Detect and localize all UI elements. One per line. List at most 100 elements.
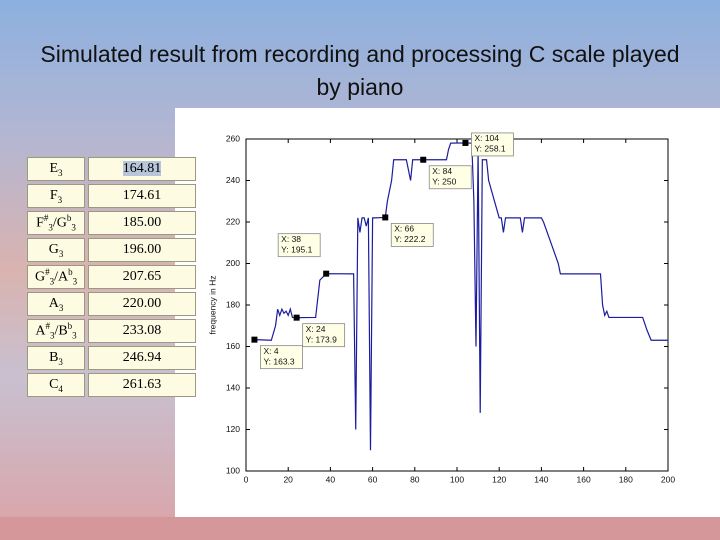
x-tick-label: 140 <box>534 474 548 484</box>
table-row: E3 164.81 <box>27 157 196 181</box>
datatip-box <box>260 345 303 370</box>
y-tick-label: 140 <box>226 382 240 392</box>
note-cell: C4 <box>27 373 85 397</box>
note-name: A <box>35 323 46 339</box>
table-row: A#3/Bb3 233.08 <box>27 319 196 343</box>
accidental: b <box>68 267 73 278</box>
octave: 4 <box>58 383 63 394</box>
y-tick-label: 240 <box>226 175 240 185</box>
table-row: B3 246.94 <box>27 346 196 370</box>
accidental: # <box>45 267 50 278</box>
note-name: /G <box>52 215 67 231</box>
octave: 3 <box>48 222 53 233</box>
x-tick-label: 200 <box>661 474 675 484</box>
y-tick-label: 200 <box>226 258 240 268</box>
freq-cell: 185.00 <box>88 211 196 235</box>
data-line <box>254 142 668 451</box>
note-name: /B <box>54 323 68 339</box>
y-tick-label: 260 <box>226 133 240 143</box>
table-row: A3 220.00 <box>27 292 196 316</box>
freq-value: 196.00 <box>122 242 162 257</box>
freq-value: 174.61 <box>122 188 162 203</box>
datatip-text: X: 66 <box>394 224 414 234</box>
table-row: G#3/Ab3 207.65 <box>27 265 196 289</box>
note-name: E <box>49 160 59 176</box>
octave: 3 <box>58 167 63 178</box>
note-cell: E3 <box>27 157 85 181</box>
datatip-text: Y: 195.1 <box>281 244 312 254</box>
note-cell: F3 <box>27 184 85 208</box>
note-cell: A3 <box>27 292 85 316</box>
y-axis-label: frequency in Hz <box>207 275 217 334</box>
freq-value: 207.65 <box>122 269 162 284</box>
datatip-text: Y: 173.9 <box>306 334 337 344</box>
freq-value: 220.00 <box>122 296 162 311</box>
datatip-text: Y: 222.2 <box>394 234 425 244</box>
table-row: F#3/Gb3 185.00 <box>27 211 196 235</box>
datatip-text: X: 24 <box>306 324 326 334</box>
x-tick-label: 60 <box>368 474 378 484</box>
note-name: C <box>49 376 59 392</box>
datatip-box <box>277 233 321 258</box>
datatip-text: Y: 163.3 <box>263 356 294 366</box>
octave: 3 <box>58 248 64 259</box>
freq-cell: 246.94 <box>88 346 196 370</box>
octave: 3 <box>58 356 63 367</box>
x-tick-label: 120 <box>492 474 506 484</box>
octave: 3 <box>71 222 76 233</box>
freq-cell: 233.08 <box>88 319 196 343</box>
freq-value: 246.94 <box>122 350 162 365</box>
table-row: F3 174.61 <box>27 184 196 208</box>
note-name: B <box>49 349 59 365</box>
datatip-marker <box>251 336 258 343</box>
note-name: A <box>48 295 59 311</box>
freq-cell: 207.65 <box>88 265 196 289</box>
x-tick-label: 20 <box>283 474 293 484</box>
freq-cell: 164.81 <box>88 157 196 181</box>
datatip-box <box>302 323 346 348</box>
datatip-text: Y: 250 <box>432 177 456 187</box>
y-tick-label: 220 <box>226 216 240 226</box>
note-cell: G#3/Ab3 <box>27 265 85 289</box>
accidental: b <box>67 321 73 332</box>
freq-cell: 196.00 <box>88 238 196 262</box>
datatip-text: Y: 258.1 <box>474 144 505 154</box>
accidental: b <box>66 213 72 224</box>
freq-value: 261.63 <box>122 377 162 392</box>
note-name: F <box>36 215 44 231</box>
datatip-text: X: 84 <box>432 166 452 176</box>
freq-cell: 220.00 <box>88 292 196 316</box>
note-cell: A#3/Bb3 <box>27 319 85 343</box>
note-name: F <box>49 187 58 203</box>
x-tick-label: 0 <box>244 474 249 484</box>
note-table: E3 164.81 F3 174.61 F#3/Gb3 185.00 G3 196.00 G#3… <box>24 154 199 400</box>
accidental: # <box>43 213 49 224</box>
table-row: G3 196.00 <box>27 238 196 262</box>
freq-cell: 261.63 <box>88 373 196 397</box>
accidental: # <box>45 321 50 332</box>
x-tick-label: 80 <box>410 474 420 484</box>
datatip-text: X: 4 <box>263 346 278 356</box>
datatip-marker <box>323 270 330 277</box>
datatip-marker <box>382 214 389 221</box>
note-name: G <box>48 241 59 257</box>
datatip-marker <box>293 314 300 321</box>
datatip-box <box>471 132 514 157</box>
bottom-band <box>0 517 720 540</box>
octave: 3 <box>72 276 78 287</box>
freq-cell: 174.61 <box>88 184 196 208</box>
datatip-marker <box>462 139 469 146</box>
table-row: C4 261.63 <box>27 373 196 397</box>
datatip-marker <box>420 156 427 163</box>
x-tick-label: 180 <box>619 474 633 484</box>
x-tick-label: 40 <box>326 474 336 484</box>
datatip-box <box>390 223 434 247</box>
note-cell: G3 <box>27 238 85 262</box>
octave: 3 <box>49 276 55 287</box>
y-tick-label: 100 <box>226 465 240 475</box>
octave: 3 <box>49 330 55 341</box>
octave: 3 <box>72 330 77 341</box>
freq-value: 164.81 <box>122 161 162 176</box>
